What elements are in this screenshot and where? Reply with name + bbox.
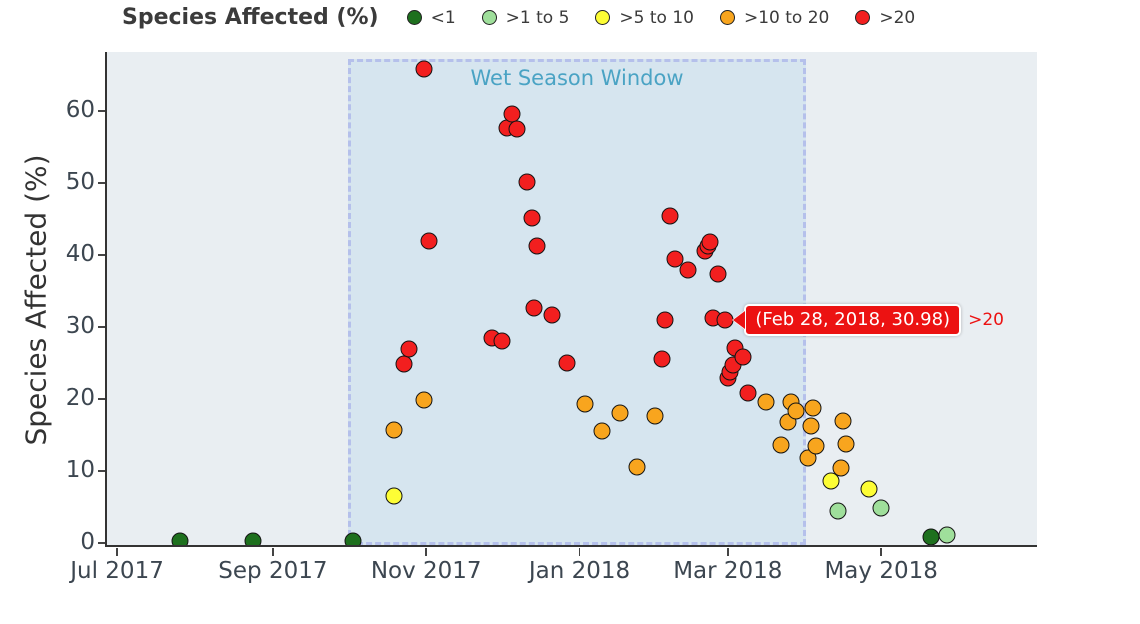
data-point[interactable] (171, 532, 189, 545)
data-point[interactable] (653, 350, 671, 368)
legend-item-label: >20 (879, 7, 916, 28)
data-point[interactable] (829, 502, 847, 520)
legend-item-5to10[interactable]: >5 to 10 (595, 8, 694, 28)
tooltip-category-label: >20 (968, 309, 1004, 330)
data-point[interactable] (709, 265, 727, 283)
data-point[interactable] (772, 436, 790, 454)
data-point[interactable] (832, 459, 850, 477)
y-axis-tick-label: 60 (65, 97, 95, 124)
y-axis-tick (98, 254, 105, 256)
data-point[interactable] (646, 407, 664, 425)
x-axis-tick-label: Jan 2018 (528, 558, 631, 584)
legend-marker-icon (481, 10, 497, 25)
data-point[interactable] (834, 412, 852, 430)
data-point[interactable] (558, 354, 576, 372)
data-point[interactable] (661, 207, 679, 225)
y-axis-tick-label: 0 (80, 528, 95, 555)
legend-item-gt20[interactable]: >20 (855, 8, 915, 28)
y-axis-tick (98, 182, 105, 184)
y-axis-tick (98, 110, 105, 112)
data-point[interactable] (400, 340, 418, 358)
y-axis-tick-label: 10 (65, 456, 95, 483)
data-point[interactable] (385, 421, 403, 439)
y-axis-tick (98, 326, 105, 328)
data-point[interactable] (593, 422, 611, 440)
data-point[interactable] (757, 393, 775, 411)
wet-season-window-label: Wet Season Window (470, 66, 684, 90)
legend-item-label: >5 to 10 (619, 7, 694, 28)
legend-marker-icon (719, 10, 735, 25)
x-axis-tick-label: Nov 2017 (370, 558, 482, 584)
x-axis-tick (578, 548, 581, 556)
y-axis-tick-label: 40 (65, 240, 95, 267)
data-point[interactable] (523, 209, 541, 227)
tooltip-text: (Feb 28, 2018, 30.98) (744, 303, 962, 336)
data-point[interactable] (611, 404, 629, 422)
data-point[interactable] (543, 306, 561, 324)
data-point[interactable] (938, 526, 955, 544)
tooltip: (Feb 28, 2018, 30.98) >20 (733, 303, 1004, 336)
data-point[interactable] (837, 435, 855, 453)
y-axis-tick-label: 20 (65, 384, 95, 411)
x-axis-tick (272, 548, 274, 556)
data-point[interactable] (344, 532, 362, 545)
y-axis-tick-label: 30 (65, 312, 95, 339)
legend-item-10to20[interactable]: >10 to 20 (719, 7, 830, 28)
legend-item-label: <1 (430, 7, 456, 28)
data-point[interactable] (244, 532, 262, 545)
data-point[interactable] (807, 437, 825, 455)
x-axis-line (105, 545, 1037, 547)
y-axis-tick (98, 542, 105, 544)
x-axis-tick-label: May 2018 (824, 558, 938, 584)
data-point[interactable] (804, 399, 822, 417)
data-point[interactable] (679, 261, 697, 279)
data-point[interactable] (518, 173, 536, 191)
data-point[interactable] (525, 299, 543, 317)
data-point[interactable] (628, 458, 646, 476)
data-point[interactable] (656, 311, 674, 329)
x-axis-tick (880, 548, 882, 556)
data-point[interactable] (666, 250, 684, 268)
data-point[interactable] (872, 499, 890, 517)
legend: Species Affected (%) <1 >1 to 5 >5 to 10… (122, 5, 941, 30)
data-point[interactable] (528, 237, 546, 255)
y-axis-tick (98, 470, 105, 472)
y-axis-tick (98, 398, 105, 400)
x-axis-tick (116, 548, 118, 556)
legend-marker-icon (855, 10, 871, 25)
data-point[interactable] (385, 487, 403, 505)
data-point[interactable] (576, 395, 594, 413)
x-axis-tick (727, 548, 729, 556)
plot-area: Wet Season Window (107, 52, 1037, 545)
y-axis-tick-label: 50 (65, 168, 95, 195)
data-point[interactable] (508, 120, 526, 138)
x-axis-tick (425, 548, 427, 556)
legend-item-label: >1 to 5 (505, 7, 570, 28)
x-axis-tick-label: Jul 2017 (70, 558, 164, 584)
legend-item-1to5[interactable]: >1 to 5 (481, 7, 570, 28)
x-axis-tick-label: Sep 2017 (218, 558, 328, 584)
data-point[interactable] (420, 232, 438, 250)
legend-marker-icon (406, 10, 422, 25)
data-point[interactable] (822, 472, 840, 490)
legend-item-label: >10 to 20 (743, 7, 830, 28)
wet-season-window: Wet Season Window (348, 59, 806, 545)
tooltip-arrow-icon (733, 310, 746, 329)
y-axis-line (105, 52, 107, 547)
data-point[interactable] (716, 311, 734, 329)
data-point[interactable] (860, 480, 878, 498)
x-axis-tick-label: Mar 2018 (673, 558, 783, 584)
data-point[interactable] (415, 391, 433, 409)
data-point[interactable] (734, 348, 752, 366)
legend-item-lt1[interactable]: <1 (406, 7, 456, 28)
legend-marker-icon (595, 10, 611, 25)
data-point[interactable] (493, 332, 511, 350)
data-point[interactable] (415, 60, 433, 78)
legend-title: Species Affected (%) (122, 5, 379, 30)
data-point[interactable] (802, 417, 820, 435)
data-point[interactable] (787, 402, 805, 420)
data-point[interactable] (701, 233, 719, 251)
data-point[interactable] (739, 384, 757, 402)
